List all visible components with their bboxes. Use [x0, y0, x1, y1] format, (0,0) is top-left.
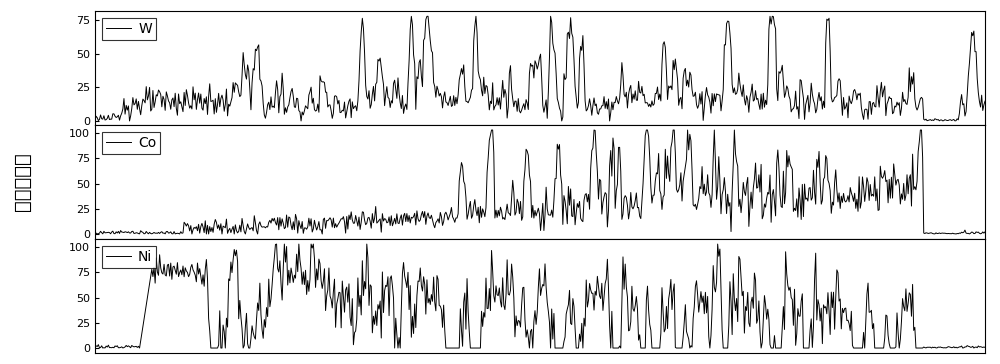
Legend: Co: Co: [102, 132, 160, 154]
Legend: Ni: Ni: [102, 246, 156, 268]
Legend: W: W: [102, 18, 156, 40]
Text: 原子百分比: 原子百分比: [12, 153, 32, 211]
